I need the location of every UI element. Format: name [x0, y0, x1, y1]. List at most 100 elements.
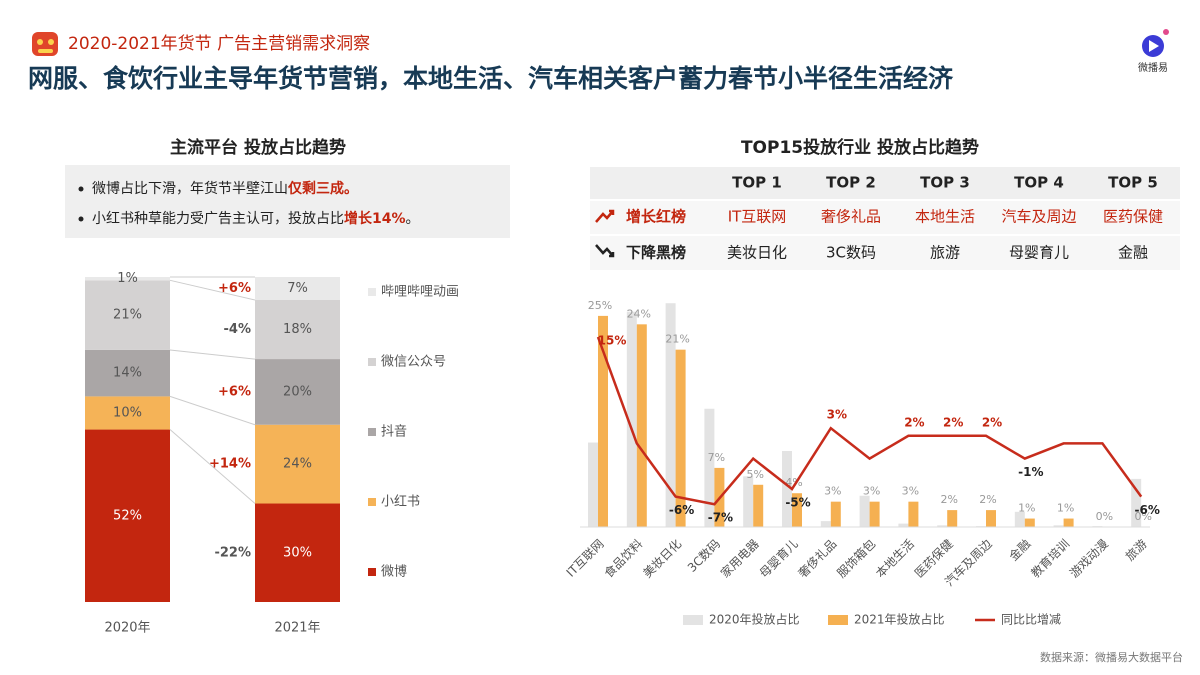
- legend-label: 小红书: [381, 494, 420, 510]
- segment-label: 21%: [113, 308, 142, 323]
- connector: [169, 279, 256, 301]
- x-tick-label: IT互联网: [564, 537, 607, 580]
- bar-label: 0%: [1096, 510, 1113, 523]
- connector: [169, 349, 256, 360]
- x-tick-label: 服饰箱包: [834, 536, 879, 581]
- bar-segment: [255, 424, 340, 504]
- segment-label: 52%: [113, 508, 142, 523]
- bar: [1063, 518, 1074, 527]
- bar-segment: [85, 429, 170, 602]
- bullet-dot: [78, 216, 84, 222]
- bar: [1014, 511, 1025, 527]
- change-label: +6%: [218, 281, 251, 296]
- bar: [665, 303, 676, 527]
- table-cell: 奢侈礼品: [821, 208, 881, 226]
- line-label: -1%: [1018, 465, 1043, 479]
- bar-segment: [255, 299, 340, 360]
- table-header: TOP 1: [732, 174, 782, 192]
- x-tick-label: 2020年: [104, 621, 150, 636]
- bar-label: 0%: [1134, 510, 1151, 523]
- bar: [820, 521, 831, 527]
- x-tick-label: 2021年: [274, 621, 320, 636]
- change-label: +14%: [209, 457, 251, 472]
- bullet-part: 小红书种草能力受广告主认可，投放占比: [92, 211, 344, 227]
- table-header: TOP 5: [1108, 174, 1158, 192]
- stacked-chart: 52% 10% 14% 21% 1% 2020年 30% 24% 20% 18% 7% 2021年 -2…: [85, 271, 459, 636]
- table-header: TOP 2: [826, 174, 876, 192]
- logo-text: 微播易: [1138, 61, 1168, 74]
- table-cell: 医药保健: [1103, 208, 1163, 226]
- legend-swatch: [683, 615, 703, 625]
- legend-label: 2020年投放占比: [709, 612, 800, 627]
- segment-label: 7%: [287, 281, 308, 296]
- legend-swatch: [828, 615, 848, 625]
- line-label: -6%: [669, 503, 694, 517]
- bar-label: 21%: [665, 333, 689, 346]
- right-title: TOP15投放行业 投放占比趋势: [741, 137, 979, 158]
- bar: [636, 324, 647, 527]
- table-row-bg: [590, 236, 1180, 270]
- header-tag: 2020-2021年货节 广告主营销需求洞察: [68, 34, 370, 54]
- bar: [753, 484, 764, 527]
- table-cell: 旅游: [930, 244, 960, 262]
- bar: [626, 311, 637, 527]
- source: 数据来源：微播易大数据平台: [1040, 650, 1183, 664]
- bar-label: 3%: [902, 485, 919, 498]
- segment-label: 18%: [283, 322, 312, 337]
- bar-label: 25%: [588, 299, 612, 312]
- bullet: 小红书种草能力受广告主认可，投放占比增长14%。: [92, 210, 420, 227]
- bar: [675, 349, 686, 527]
- bar-segment: [85, 349, 170, 397]
- table-cell: 美妆日化: [727, 244, 787, 262]
- bar: [937, 525, 948, 527]
- legend-label: 哔哩哔哩动画: [381, 285, 459, 300]
- bar-label: 2%: [979, 493, 996, 506]
- x-tick-label: 教育培训: [1028, 536, 1073, 581]
- row-label: 增长红榜: [626, 208, 686, 226]
- bar-label: 5%: [746, 468, 763, 481]
- segment-label: 14%: [113, 366, 142, 381]
- bar-segment: [85, 280, 170, 350]
- logo: [1142, 29, 1169, 57]
- bar: [598, 315, 608, 527]
- legend-label: 微博: [381, 565, 407, 580]
- bullet-part: 微博占比下滑，年货节半壁江山: [92, 180, 288, 197]
- bar: [1024, 518, 1035, 527]
- lion-icon: [32, 32, 58, 56]
- connector: [169, 395, 256, 426]
- table-header-bg: [590, 167, 1180, 199]
- x-tick-label: 奢侈礼品: [795, 536, 840, 581]
- line-label: 2%: [904, 415, 924, 429]
- x-tick-label: 金融: [1006, 536, 1034, 564]
- bullets: 微博占比下滑，年货节半壁江山仅剩三成。小红书种草能力受广告主认可，投放占比增长1…: [78, 180, 420, 227]
- table-cell: 汽车及周边: [1001, 208, 1076, 226]
- segment-label: 10%: [113, 405, 142, 420]
- x-tick-label: 旅游: [1123, 537, 1150, 564]
- line-label: -5%: [785, 496, 810, 510]
- legend-swatch: [368, 568, 376, 576]
- legend-swatch: [368, 288, 376, 296]
- legend-swatch: [368, 498, 376, 506]
- bar: [1131, 478, 1142, 527]
- bar-label: 7%: [708, 451, 725, 464]
- bar: [1053, 525, 1064, 527]
- x-tick-label: 游戏动漫: [1067, 537, 1111, 581]
- left-title: 主流平台 投放占比趋势: [170, 137, 346, 158]
- bar-segment: [255, 359, 340, 425]
- legend-label: 2021年投放占比: [854, 612, 945, 627]
- bar: [869, 501, 880, 527]
- header-title: 网服、食饮行业主导年货节营销，本地生活、汽车相关客户蓄力春节小半径生活经济: [28, 64, 954, 93]
- table-header: TOP 3: [920, 174, 970, 192]
- change-label: -4%: [224, 322, 251, 337]
- bar: [704, 408, 715, 527]
- bar-segment: [255, 503, 340, 602]
- line-label: -6%: [1135, 503, 1160, 517]
- bar-label: 2%: [940, 493, 957, 506]
- x-tick-label: 家用电器: [717, 536, 762, 581]
- bar: [743, 476, 754, 527]
- x-tick-label: 母婴育儿: [756, 536, 801, 581]
- bullet-part: 仅剩三成。: [287, 180, 358, 197]
- bar-label: 3%: [863, 485, 880, 498]
- down-icon: [595, 244, 615, 258]
